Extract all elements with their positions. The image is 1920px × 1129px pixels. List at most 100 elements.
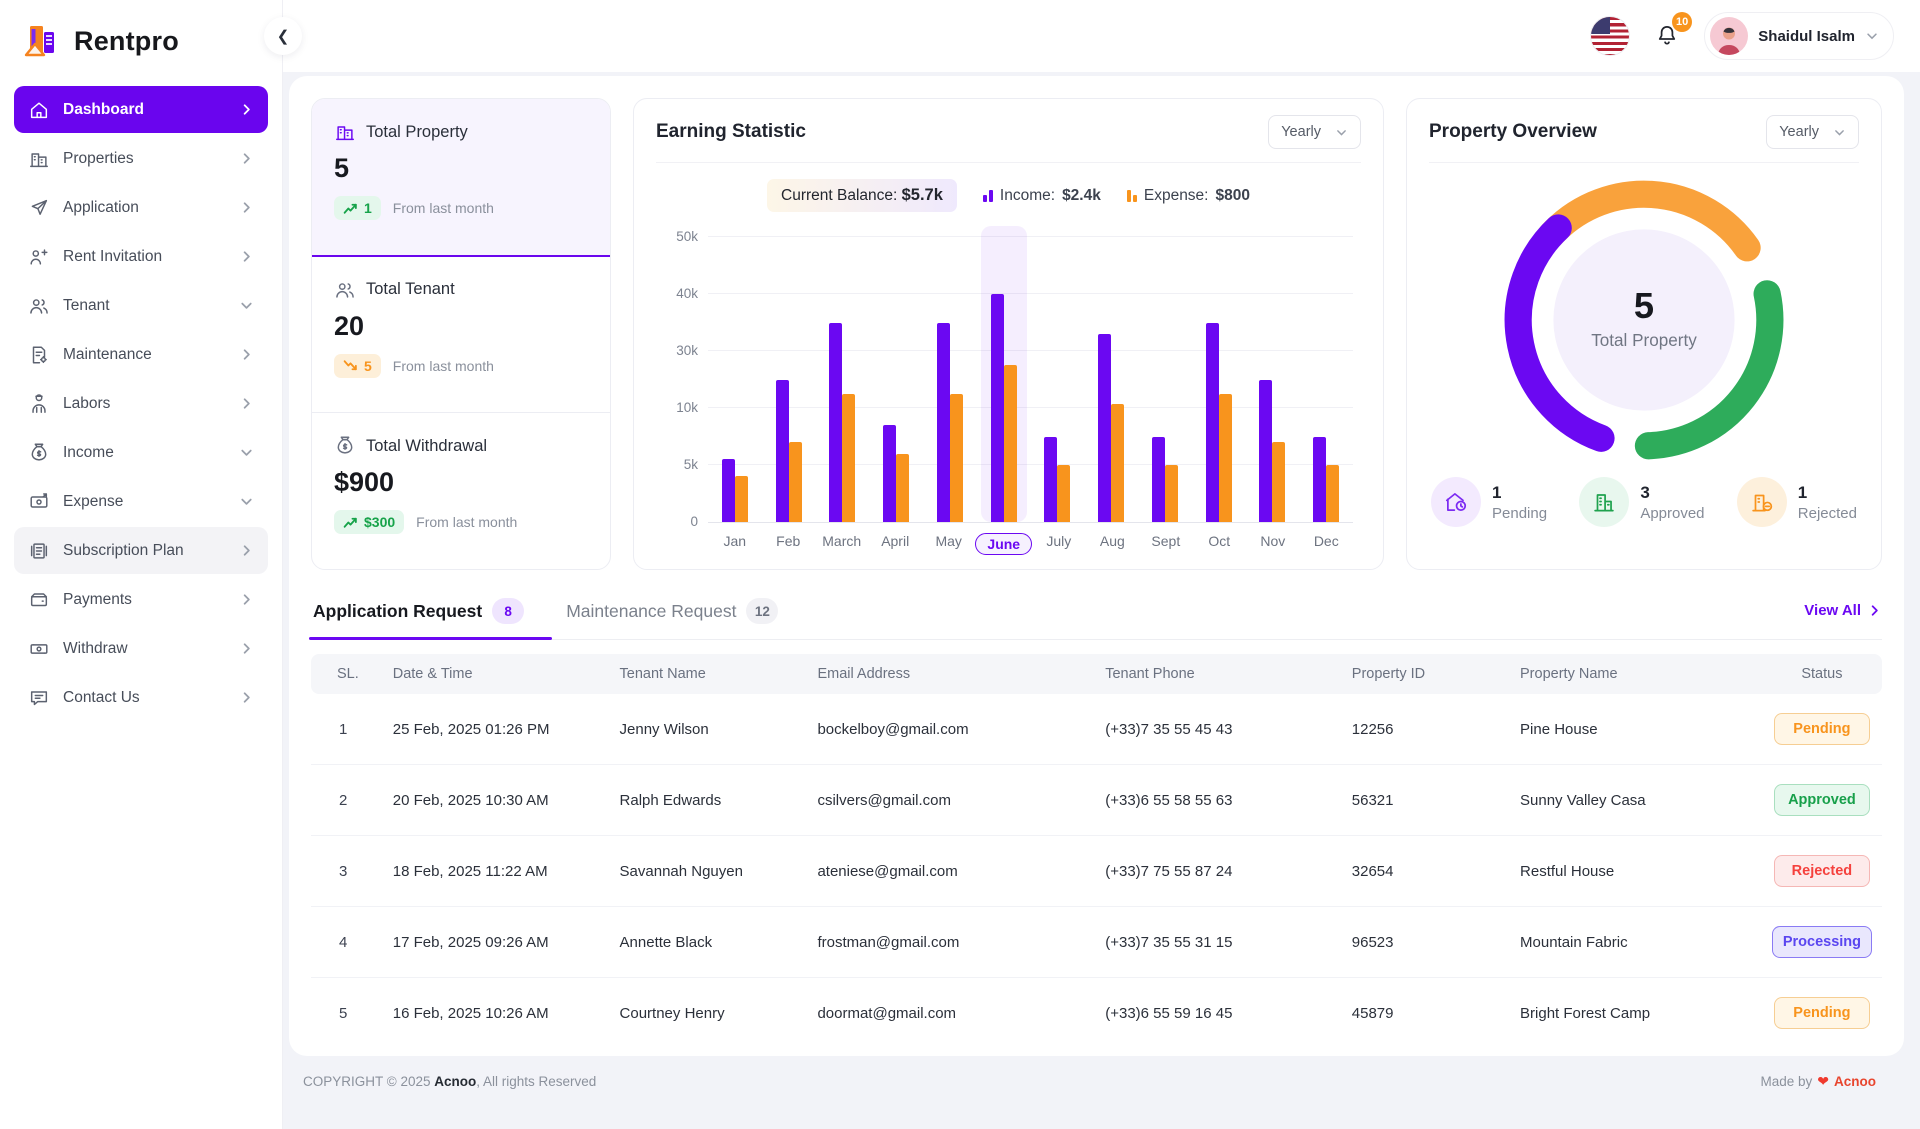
chevron-down-icon	[239, 445, 254, 460]
tab-maintenance-request[interactable]: Maintenance Request12	[564, 594, 780, 639]
bar-group-may[interactable]	[923, 238, 977, 522]
bar-group-dec[interactable]	[1299, 238, 1353, 522]
income-bar[interactable]	[776, 380, 789, 523]
requests-section: Application Request8 Maintenance Request1…	[311, 594, 1882, 1048]
bar-chart-plot-area: 05k10k30k40k50k	[708, 238, 1353, 523]
income-bar[interactable]	[722, 459, 735, 522]
money-bag-icon	[28, 442, 50, 464]
us-flag-icon	[1591, 17, 1610, 34]
expense-bar[interactable]	[1219, 394, 1232, 522]
table-row[interactable]: 318 Feb, 2025 11:22 AMSavannah Nguyenate…	[311, 836, 1882, 907]
building-check-icon	[1579, 477, 1629, 527]
tab-count-badge: 8	[492, 598, 524, 624]
expense-bar[interactable]	[735, 476, 748, 522]
expense-bar[interactable]	[1272, 442, 1285, 522]
income-bar[interactable]	[991, 294, 1004, 522]
sidebar-item-dashboard[interactable]: Dashboard	[14, 86, 268, 133]
x-axis-label-june[interactable]: June	[975, 533, 1032, 555]
cell-phone: (+33)7 35 55 45 43	[1095, 694, 1342, 765]
sidebar-item-labors[interactable]: Labors	[14, 380, 268, 427]
user-menu[interactable]: Shaidul Isalm	[1704, 12, 1894, 60]
money-out-icon	[28, 491, 50, 513]
chevron-down-icon	[1335, 126, 1348, 139]
expense-bar[interactable]	[789, 442, 802, 522]
expense-bar[interactable]	[950, 394, 963, 522]
earning-period-select[interactable]: Yearly	[1268, 115, 1361, 149]
income-bar[interactable]	[1152, 437, 1165, 523]
sidebar-item-application[interactable]: Application	[14, 184, 268, 231]
expense-bar[interactable]	[1057, 465, 1070, 522]
table-row[interactable]: 220 Feb, 2025 10:30 AMRalph Edwardscsilv…	[311, 765, 1882, 836]
tab-application-request[interactable]: Application Request8	[311, 594, 526, 639]
status-badge[interactable]: Pending	[1774, 713, 1870, 745]
income-bar[interactable]	[1044, 437, 1057, 523]
sidebar-item-contact-us[interactable]: Contact Us	[14, 674, 268, 721]
x-axis-label-oct: Oct	[1193, 533, 1246, 555]
income-bar[interactable]	[883, 425, 896, 522]
expense-bar[interactable]	[1165, 465, 1178, 522]
income-bar[interactable]	[1313, 437, 1326, 523]
overview-period-select[interactable]: Yearly	[1766, 115, 1859, 149]
sidebar-item-subscription-plan[interactable]: Subscription Plan	[14, 527, 268, 574]
language-flag-button[interactable]	[1590, 16, 1630, 56]
bar-group-april[interactable]	[869, 238, 923, 522]
current-balance-value: $5.7k	[902, 186, 943, 204]
sidebar-item-income[interactable]: Income	[14, 429, 268, 476]
status-badge[interactable]: Approved	[1774, 784, 1870, 816]
bar-group-jan[interactable]	[708, 238, 762, 522]
bar-group-sept[interactable]	[1138, 238, 1192, 522]
earning-period-value: Yearly	[1281, 124, 1321, 140]
income-bar[interactable]	[1206, 323, 1219, 523]
status-badge[interactable]: Pending	[1774, 997, 1870, 1029]
bar-group-aug[interactable]	[1084, 238, 1138, 522]
table-row[interactable]: 417 Feb, 2025 09:26 AMAnnette Blackfrost…	[311, 907, 1882, 978]
copyright-brand[interactable]: Acnoo	[434, 1074, 476, 1089]
sidebar-collapse-button[interactable]: ❮	[264, 17, 302, 55]
user-name: Shaidul Isalm	[1758, 28, 1855, 45]
sidebar-item-tenant[interactable]: Tenant	[14, 282, 268, 329]
bar-group-oct[interactable]	[1192, 238, 1246, 522]
income-bar[interactable]	[937, 323, 950, 523]
chevron-down-icon	[1833, 126, 1846, 139]
sidebar-item-properties[interactable]: Properties	[14, 135, 268, 182]
status-badge[interactable]: Processing	[1772, 926, 1872, 958]
cell-status: Processing	[1762, 907, 1882, 978]
sidebar-item-payments[interactable]: Payments	[14, 576, 268, 623]
bar-group-july[interactable]	[1031, 238, 1085, 522]
bar-group-june[interactable]	[977, 238, 1031, 522]
income-bar[interactable]	[1259, 380, 1272, 523]
view-all-link[interactable]: View All	[1804, 602, 1882, 631]
expense-bar[interactable]	[896, 454, 909, 522]
y-axis-tick: 50k	[658, 229, 698, 244]
made-by-brand[interactable]: Acnoo	[1834, 1074, 1876, 1089]
overview-stats-row: 1Pending3Approved1Rejected	[1429, 473, 1859, 529]
expense-bar[interactable]	[1326, 465, 1339, 522]
cell-sl: 2	[311, 765, 383, 836]
sidebar-item-maintenance[interactable]: Maintenance	[14, 331, 268, 378]
table-row[interactable]: 125 Feb, 2025 01:26 PMJenny Wilsonbockel…	[311, 694, 1882, 765]
chevron-down-icon	[1865, 29, 1879, 43]
sidebar-item-expense[interactable]: Expense	[14, 478, 268, 525]
expense-bar[interactable]	[1004, 365, 1017, 522]
bar-group-nov[interactable]	[1246, 238, 1300, 522]
bar-group-march[interactable]	[816, 238, 870, 522]
income-bar[interactable]	[829, 323, 842, 523]
income-bar[interactable]	[1098, 334, 1111, 522]
cell-property-name: Restful House	[1510, 836, 1762, 907]
x-axis-label-aug: Aug	[1086, 533, 1139, 555]
chevron-right-icon	[239, 102, 254, 117]
sidebar-item-rent-invitation[interactable]: Rent Invitation	[14, 233, 268, 280]
expense-bar[interactable]	[842, 394, 855, 522]
overview-stat-label: Approved	[1640, 505, 1704, 522]
status-badge[interactable]: Rejected	[1774, 855, 1870, 887]
cell-datetime: 17 Feb, 2025 09:26 AM	[383, 907, 610, 978]
worker-icon	[28, 393, 50, 415]
earning-bar-chart: 05k10k30k40k50k JanFebMarchAprilMayJuneJ…	[708, 238, 1353, 555]
expense-bar[interactable]	[1111, 404, 1124, 522]
brand-logo[interactable]: Rentpro	[0, 0, 282, 80]
cell-property-name: Mountain Fabric	[1510, 907, 1762, 978]
sidebar-item-withdraw[interactable]: Withdraw	[14, 625, 268, 672]
notifications-button[interactable]: 10	[1646, 15, 1688, 57]
table-row[interactable]: 516 Feb, 2025 10:26 AMCourtney Henrydoor…	[311, 978, 1882, 1049]
bar-group-feb[interactable]	[762, 238, 816, 522]
